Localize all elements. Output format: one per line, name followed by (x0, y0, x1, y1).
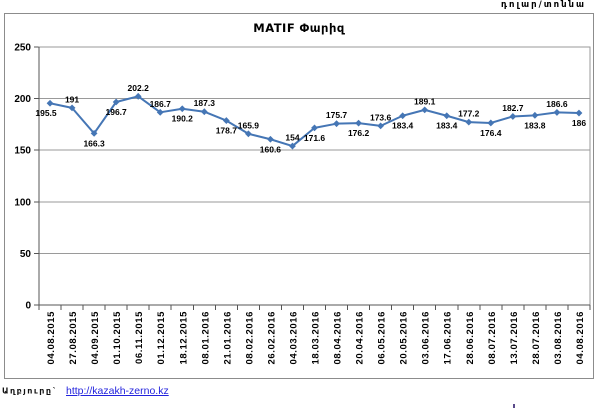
source-label: Աղբյուրը` (2, 386, 58, 396)
source-line: Աղբյուրը` http://kazakh-zerno.kz (2, 382, 169, 400)
source-link[interactable]: http://kazakh-zerno.kz (66, 384, 169, 397)
stray-mark (513, 404, 515, 408)
chart-title: MATIF Փարիզ (253, 21, 345, 35)
chart-frame: MATIF Փարիզ (4, 13, 594, 379)
axis-units-label: դոլար/տոննա (501, 0, 586, 10)
